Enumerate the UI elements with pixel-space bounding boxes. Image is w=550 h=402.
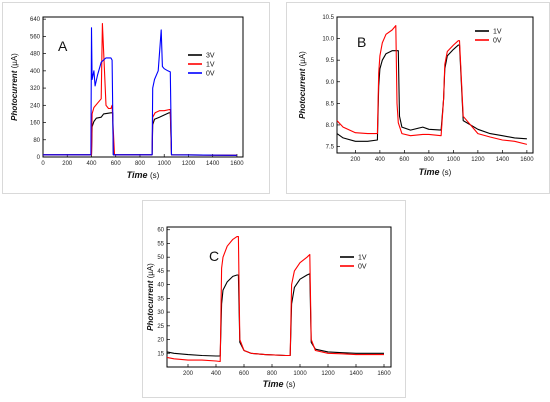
y-axis-title-text: Photocurrent (146, 278, 155, 330)
y-axis-title: Photocurrent (µA) (146, 263, 155, 331)
series-line-0v (336, 25, 528, 145)
x-tick-label: 1000 (158, 161, 172, 167)
x-tick-label: 1000 (447, 157, 461, 163)
x-tick-label: 400 (211, 371, 222, 377)
x-tick-label: 200 (62, 161, 73, 167)
y-axis-unit: (µA) (298, 51, 307, 67)
x-tick-label: 1600 (520, 157, 534, 163)
plot-frame (42, 16, 244, 158)
x-tick-label: 800 (267, 371, 278, 377)
panel-a: 0 200 400 600 800 1000 1200 1400 1600 0 80 160 240 32… (2, 2, 270, 194)
x-tick-label: 600 (111, 161, 122, 167)
legend-label: 1V (206, 62, 215, 69)
panel-label: A (58, 38, 68, 54)
x-tick-label: 1400 (349, 371, 363, 377)
x-axis-title: Time (s) (263, 379, 296, 389)
panel-c: 200 400 600 800 1000 1200 1400 1600 15 20 25 30 35 40… (142, 200, 406, 398)
y-tick-label: 55 (157, 241, 164, 247)
x-tick-label: 400 (375, 157, 386, 163)
x-tick-label: 0 (41, 161, 45, 167)
x-tick-label: 600 (239, 371, 250, 377)
series-line-1v (166, 273, 384, 357)
y-tick-label: 480 (30, 52, 41, 58)
y-tick-label: 25 (157, 324, 164, 330)
y-tick-label: 160 (30, 121, 41, 127)
y-tick-label: 50 (157, 255, 164, 261)
y-tick-label: 9.0 (326, 80, 335, 86)
series-line-0v (43, 27, 237, 156)
x-tick-label: 1400 (496, 157, 510, 163)
x-tick-label: 1600 (230, 161, 244, 167)
x-tick-label: 600 (399, 157, 410, 163)
x-tick-label: 1000 (293, 371, 307, 377)
x-axis-unit: (s) (442, 168, 452, 177)
x-tick-label: 200 (350, 157, 361, 163)
y-axis-unit: (µA) (10, 53, 19, 69)
panel-b: 200 400 600 800 1000 1200 1400 1600 7.5 8.0 8.5 9.0… (286, 2, 550, 194)
x-tick-label: 800 (424, 157, 435, 163)
x-tick-label: 800 (135, 161, 146, 167)
y-tick-label: 0 (37, 155, 41, 161)
x-axis-title-text: Time (263, 379, 286, 389)
y-tick-label: 80 (33, 138, 40, 144)
x-tick-label: 1200 (321, 371, 335, 377)
y-axis-title: Photocurrent (µA) (298, 51, 307, 119)
y-axis-title-text: Photocurrent (10, 68, 19, 120)
panel-label: C (209, 248, 219, 264)
y-tick-label: 560 (30, 34, 41, 40)
y-tick-label: 400 (30, 69, 41, 75)
x-tick-label: 400 (86, 161, 97, 167)
y-tick-label: 20 (157, 338, 164, 344)
chart-c: 200 400 600 800 1000 1200 1400 1600 15 20 25 30 35 40… (146, 226, 392, 389)
legend-label: 1V (493, 29, 502, 36)
y-tick-label: 640 (30, 17, 41, 23)
x-axis-title: Time (s) (127, 170, 160, 180)
legend-label: 0V (358, 264, 367, 271)
panel-label: B (357, 34, 366, 50)
y-tick-label: 40 (157, 283, 164, 289)
plot-frame (336, 16, 534, 154)
chart-b: 200 400 600 800 1000 1200 1400 1600 7.5 8.0 8.5 9.0… (298, 15, 534, 177)
plot-frame (166, 226, 392, 368)
y-tick-label: 60 (157, 228, 164, 234)
y-tick-label: 9.5 (326, 58, 335, 64)
y-tick-label: 240 (30, 103, 41, 109)
y-tick-label: 15 (157, 351, 164, 357)
x-axis-title-text: Time (127, 170, 150, 180)
y-tick-label: 10.0 (322, 37, 334, 43)
x-tick-label: 1200 (471, 157, 485, 163)
y-tick-label: 8.5 (326, 101, 335, 107)
legend-label: 0V (206, 71, 215, 78)
series-line-1v (336, 44, 527, 142)
legend-label: 3V (206, 53, 215, 60)
y-axis-title: Photocurrent (µA) (10, 53, 19, 121)
y-axis-title-text: Photocurrent (298, 66, 307, 118)
y-tick-label: 8.0 (326, 123, 335, 129)
series-line-3v (43, 112, 237, 156)
x-tick-label: 200 (183, 371, 194, 377)
y-tick-label: 7.5 (326, 145, 335, 151)
y-tick-label: 320 (30, 86, 41, 92)
legend-label: 0V (493, 38, 502, 45)
x-axis-unit: (s) (286, 380, 296, 389)
x-axis-title-text: Time (419, 167, 442, 177)
series-line-0v (166, 236, 384, 363)
x-tick-label: 1600 (377, 371, 391, 377)
x-axis-title: Time (s) (419, 167, 452, 177)
x-tick-label: 1400 (206, 161, 220, 167)
series-line-1v (43, 22, 237, 156)
y-tick-label: 30 (157, 310, 164, 316)
y-tick-label: 10.5 (322, 15, 334, 21)
legend-label: 1V (358, 255, 367, 262)
y-tick-label: 45 (157, 269, 164, 275)
y-axis-unit: (µA) (146, 263, 155, 279)
chart-a: 0 200 400 600 800 1000 1200 1400 1600 0 80 160 240 32… (10, 16, 244, 180)
x-tick-label: 1200 (182, 161, 196, 167)
x-axis-unit: (s) (150, 171, 160, 180)
y-tick-label: 35 (157, 296, 164, 302)
